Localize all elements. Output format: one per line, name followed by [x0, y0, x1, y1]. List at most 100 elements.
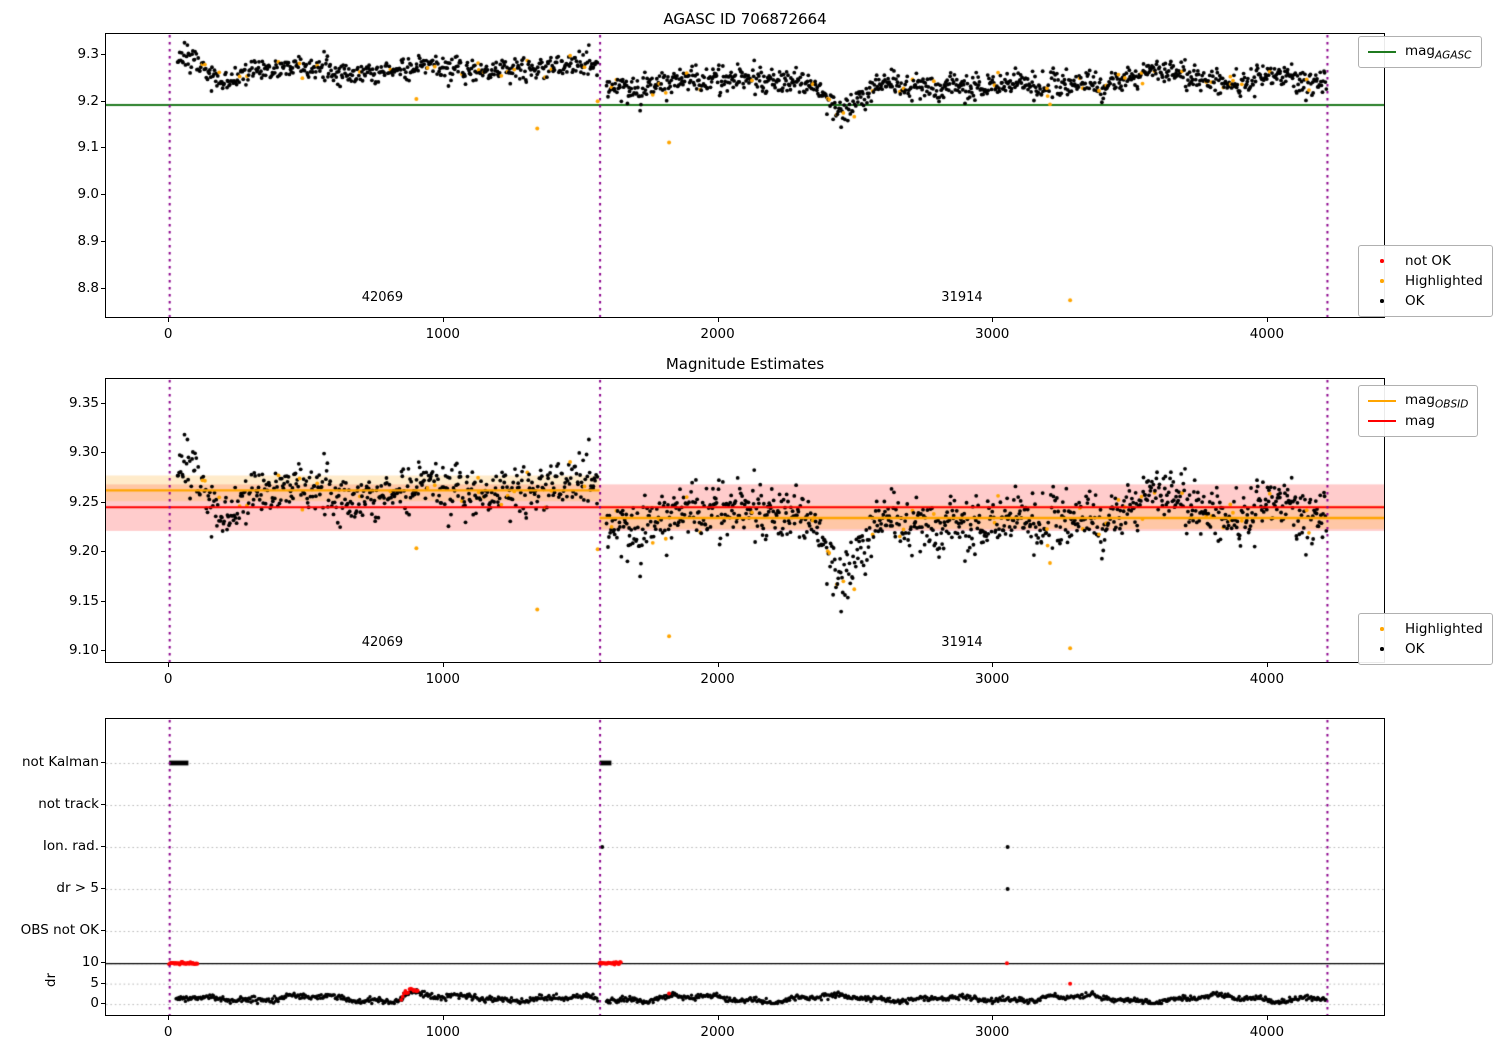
y-tick-mark [101, 402, 105, 404]
dr-tick-mark [101, 962, 105, 964]
dr-tick-label: 5 [90, 974, 99, 991]
legend-swatch-dot-not-ok [1368, 253, 1396, 269]
flag-label: not Kalman [21, 754, 99, 770]
y-tick-mark [101, 54, 105, 56]
legend-label-mag: mag [1405, 413, 1435, 429]
y-tick-label: 9.30 [68, 444, 99, 461]
obsid-annotation: 31914 [941, 289, 983, 305]
panel-2-title: Magnitude Estimates [665, 355, 825, 373]
legend-swatch-line [1368, 51, 1396, 53]
obsid-annotation: 42069 [361, 634, 404, 650]
dr-tick-mark [101, 1003, 105, 1005]
panel-3-axes [105, 718, 1385, 1016]
legend-entry-mag: mag [1368, 411, 1468, 431]
x-tick-label: 1000 [425, 1024, 461, 1040]
flag-tick-mark [101, 930, 105, 931]
x-tick-mark [168, 663, 170, 667]
y-tick-label: 9.35 [68, 394, 99, 411]
x-tick-mark [168, 318, 170, 322]
flag-label: OBS not OK [20, 922, 99, 938]
legend-label-ok-2: OK [1405, 641, 1425, 657]
legend-mag-lines[interactable]: magOBSID mag [1358, 385, 1479, 437]
x-tick-label: 3000 [975, 1024, 1010, 1040]
legend-label-not-ok: not OK [1405, 253, 1451, 269]
x-tick-mark [992, 663, 994, 667]
panel-2-axes [105, 378, 1385, 663]
y-tick-label: 9.3 [77, 46, 99, 63]
legend-label-ok: OK [1405, 293, 1425, 309]
legend-swatch-dot-highlighted [1368, 273, 1396, 289]
flag-tick-mark [101, 804, 105, 805]
x-tick-label: 1000 [425, 326, 461, 342]
y-tick-mark [101, 501, 105, 503]
y-tick-label: 9.1 [77, 139, 99, 156]
legend-entry-mag-obsid: magOBSID [1368, 391, 1468, 411]
y-tick-mark [101, 240, 105, 242]
y-tick-label: 9.25 [68, 493, 99, 510]
legend-label-mag-agasc: magAGASC [1405, 42, 1472, 62]
flag-label: not track [38, 796, 99, 812]
legend-label-mag-obsid: magOBSID [1405, 391, 1469, 411]
dr-tick-label: 10 [81, 954, 99, 971]
y-tick-label: 9.10 [68, 642, 99, 659]
legend-swatch-dot-ok-2 [1368, 641, 1396, 657]
x-tick-label: 4000 [1249, 1024, 1285, 1040]
x-tick-mark [717, 1016, 719, 1020]
legend-label-highlighted: Highlighted [1405, 273, 1483, 289]
panel-1-plot-canvas [106, 34, 1384, 317]
legend-swatch-dot-ok [1368, 293, 1396, 309]
legend-mag-agasc[interactable]: magAGASC [1358, 36, 1482, 68]
y-tick-mark [101, 452, 105, 454]
y-tick-mark [101, 287, 105, 289]
legend-point-classes[interactable]: not OK Highlighted OK [1358, 245, 1493, 317]
y-tick-mark [101, 100, 105, 102]
x-tick-mark [1266, 663, 1268, 667]
flag-label: dr > 5 [56, 880, 99, 896]
x-tick-label: 2000 [700, 671, 735, 687]
legend-swatch-line-obsid [1368, 400, 1396, 402]
legend-entry-not-ok: not OK [1368, 251, 1483, 271]
obsid-annotation: 42069 [361, 289, 404, 305]
legend-entry-highlighted: Highlighted [1368, 271, 1483, 291]
y-tick-label: 9.2 [77, 92, 99, 109]
x-tick-mark [1266, 318, 1268, 322]
x-tick-mark [992, 318, 994, 322]
flag-tick-mark [101, 846, 105, 847]
y-tick-label: 9.15 [68, 592, 99, 609]
x-tick-label: 0 [163, 1024, 173, 1040]
y-tick-mark [101, 194, 105, 196]
legend-entry-highlighted-2: Highlighted [1368, 619, 1483, 639]
x-tick-label: 4000 [1249, 326, 1285, 342]
legend-entry-mag-agasc: magAGASC [1368, 42, 1472, 62]
panel-1-axes [105, 33, 1385, 318]
y-tick-label: 8.9 [77, 232, 99, 249]
x-tick-label: 3000 [975, 671, 1010, 687]
x-tick-mark [717, 663, 719, 667]
obsid-annotation: 31914 [941, 634, 983, 650]
legend-swatch-dot-highlighted-2 [1368, 621, 1396, 637]
y-tick-mark [101, 147, 105, 149]
x-tick-label: 1000 [425, 671, 461, 687]
y-tick-label: 9.20 [68, 543, 99, 560]
flag-tick-mark [101, 888, 105, 889]
x-tick-mark [442, 1016, 444, 1020]
dr-tick-label: 0 [90, 995, 99, 1012]
x-tick-label: 0 [163, 326, 173, 342]
legend-point-classes-2[interactable]: Highlighted OK [1358, 613, 1493, 665]
dr-tick-mark [101, 982, 105, 984]
x-tick-mark [717, 318, 719, 322]
flag-label: Ion. rad. [42, 838, 99, 854]
y-tick-label: 9.0 [77, 186, 99, 203]
x-tick-mark [442, 663, 444, 667]
y-tick-mark [101, 551, 105, 553]
x-tick-label: 2000 [700, 1024, 735, 1040]
x-tick-label: 3000 [975, 326, 1010, 342]
x-tick-mark [1266, 1016, 1268, 1020]
x-tick-mark [168, 1016, 170, 1020]
legend-entry-ok: OK [1368, 291, 1483, 311]
legend-entry-ok-2: OK [1368, 639, 1483, 659]
dr-axis-label: dr [43, 972, 60, 988]
y-tick-label: 8.8 [77, 279, 99, 296]
x-tick-mark [992, 1016, 994, 1020]
